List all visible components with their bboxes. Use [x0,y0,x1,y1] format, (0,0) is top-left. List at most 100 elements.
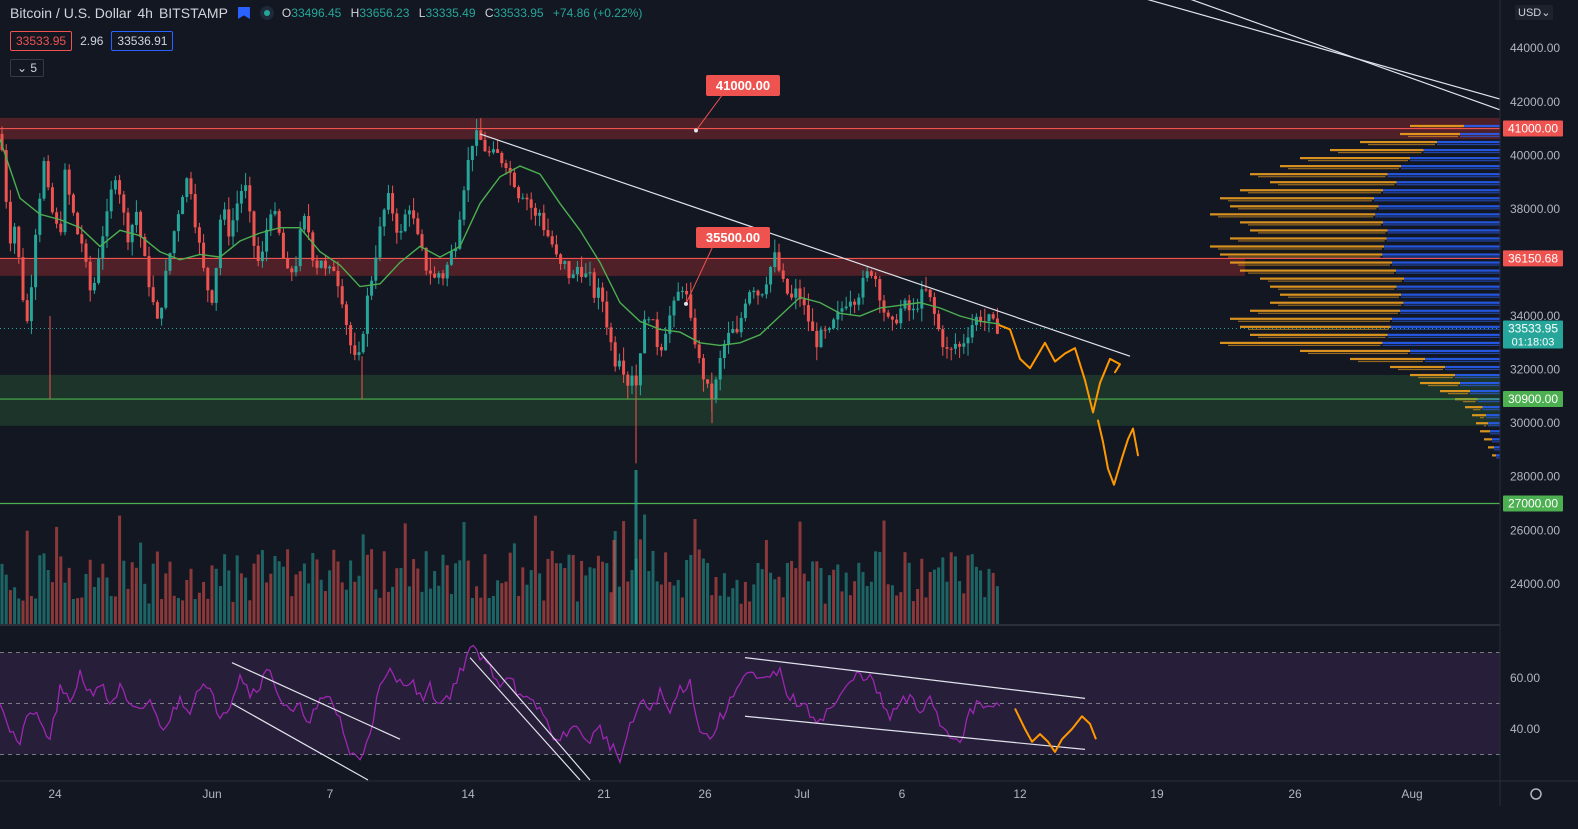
volume-bar [483,554,487,624]
volume-profile-bar [1390,365,1445,369]
volume-bar [790,560,794,624]
volume-bar [88,559,92,624]
candle-body [680,290,684,292]
volume-profile-bar [1404,277,1500,280]
price-label-box-4 [1503,495,1563,512]
volume-bar [575,601,579,624]
volume-bar [937,567,941,624]
candle-body [785,278,789,294]
volume-profile-bar [1238,264,1390,266]
interval-label[interactable]: 4h [137,5,153,21]
volume-bar [697,549,701,624]
sell-price-button[interactable]: 33533.95 [10,31,73,51]
volume-bar [391,586,395,624]
candle-body [168,253,172,271]
candle-body [790,293,794,298]
volume-bar [924,597,928,624]
volume-bar [882,520,886,624]
candle-body [265,229,269,252]
candle-body [160,307,164,319]
gear-icon[interactable] [1530,788,1542,800]
candle-body [281,232,285,259]
candle-body [470,145,474,161]
price-tick-label: 44000.00 [1510,41,1560,55]
volume-profile-bar [1482,406,1500,409]
volume-profile-bar [1390,328,1500,330]
candle-body [500,152,504,164]
volume-profile-bar [1392,261,1500,264]
chevron-down-icon: ⌄ [1541,7,1551,19]
candles-layer [0,118,999,464]
volume-bar [466,560,470,624]
volume-bar [67,567,71,624]
volume-bar [962,593,966,624]
volume-bar [995,586,999,624]
volume-profile-bar [1258,176,1386,178]
volume-profile-bar [1465,406,1483,409]
candle-body [605,301,609,328]
low-label: L [418,6,426,20]
candle-body [911,308,915,311]
candle-body [113,180,117,190]
callout-box-1 [696,227,770,248]
ohlc-values: O33496.45 H33656.23 L33335.49 C33533.95 … [282,6,648,20]
candle-body [126,212,130,243]
volume-bar [848,595,852,624]
volume-profile-bar [1470,390,1500,393]
candle-body [521,197,525,199]
currency-selector[interactable]: USD⌄ [1515,5,1554,20]
volume-bar [328,570,332,624]
volume-bar [638,539,642,624]
volume-profile-bar [1488,446,1494,449]
candle-body [227,209,231,237]
candle-body [71,194,75,213]
volume-bar [382,551,386,624]
sma-line [0,139,1001,347]
volume-bar [911,601,915,624]
volume-bar [441,554,445,624]
indicators-toggle[interactable]: ⌄ 5 [10,59,45,77]
volume-profile-bar [1358,360,1423,363]
volume-bar [487,597,491,624]
candle-body [920,289,924,309]
volume-profile-bar [1338,151,1422,154]
volume-bar [592,568,596,624]
candle-body [760,294,764,296]
flag-icon[interactable] [237,7,250,19]
volume-bar [416,568,420,624]
rsi-trendline-1 [231,702,369,781]
volume-bar [718,595,722,624]
candle-body [101,236,105,259]
volume-bar [735,579,739,624]
candle-body [731,329,735,333]
price-tick-label: 38000.00 [1510,202,1560,216]
volume-bar [500,583,504,624]
symbol-name[interactable]: Bitcoin / U.S. Dollar [10,5,132,21]
volume-bar [164,573,168,624]
volume-profile-bar [1218,216,1374,218]
volume-bar [470,597,474,624]
volume-bar [332,549,336,624]
volume-bar [13,587,17,624]
candle-body [987,314,991,322]
volume-profile-bar [1308,352,1408,355]
volume-profile-bar [1386,237,1500,240]
callout-anchor-1 [684,301,688,306]
volume-bar [134,567,138,624]
candle-body [50,187,54,213]
candle-body [840,308,844,312]
zone-support-2 [0,374,1500,426]
volume-profile-bar [1387,333,1500,336]
volume-bar [584,575,588,624]
candle-body [550,236,554,245]
candle-body [722,343,726,359]
volume-profile-bar [1248,192,1381,194]
volume-bar [899,592,903,624]
volume-profile-bar [1230,261,1392,264]
volume-bar [827,575,831,624]
volume-bar [244,577,248,624]
buy-price-button[interactable]: 33536.91 [111,31,174,51]
volume-bar [508,552,512,624]
